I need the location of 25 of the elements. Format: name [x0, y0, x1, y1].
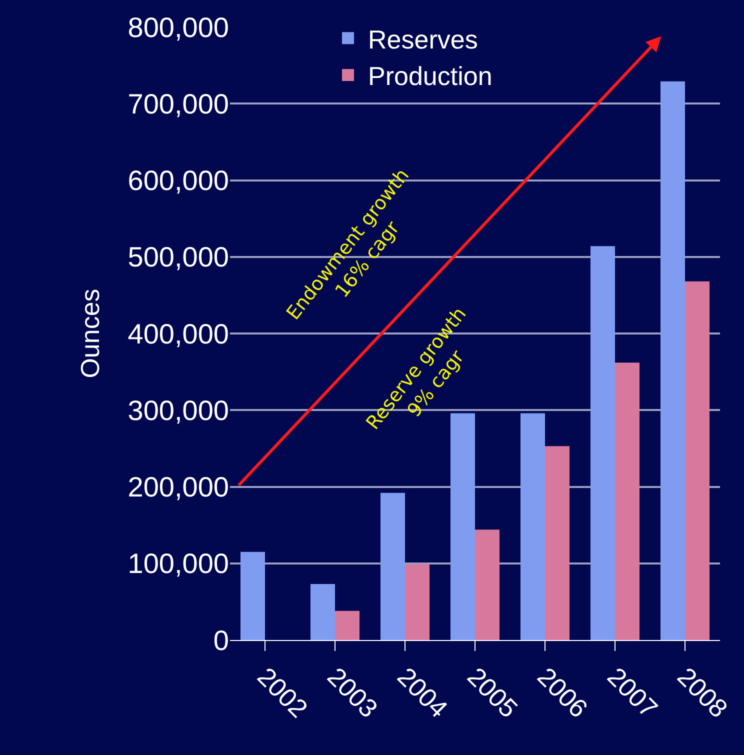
legend-label: Reserves — [368, 24, 478, 54]
bar — [685, 281, 710, 640]
bar — [310, 584, 335, 640]
bar — [475, 530, 500, 640]
y-axis-title: Ounces — [75, 288, 106, 378]
y-tick-label: 400,000 — [128, 318, 229, 350]
bar — [240, 552, 265, 640]
bar — [520, 413, 545, 640]
y-tick-label: 700,000 — [128, 88, 229, 120]
bar — [660, 81, 685, 640]
y-tick-label: 0 — [213, 624, 229, 656]
bar — [615, 362, 640, 640]
bar — [405, 564, 430, 640]
bar — [335, 610, 360, 640]
bar — [380, 492, 405, 640]
y-tick-label: 500,000 — [128, 242, 229, 273]
y-tick-label: 800,000 — [128, 12, 229, 43]
legend-label: Production — [368, 61, 492, 92]
y-tick-label: 200,000 — [128, 472, 229, 503]
y-tick-label: 100,000 — [128, 548, 229, 580]
bar — [450, 413, 475, 640]
bar — [590, 246, 615, 640]
y-tick-label: 600,000 — [128, 165, 229, 196]
y-tick-label: 300,000 — [128, 394, 229, 426]
bar — [545, 446, 570, 640]
